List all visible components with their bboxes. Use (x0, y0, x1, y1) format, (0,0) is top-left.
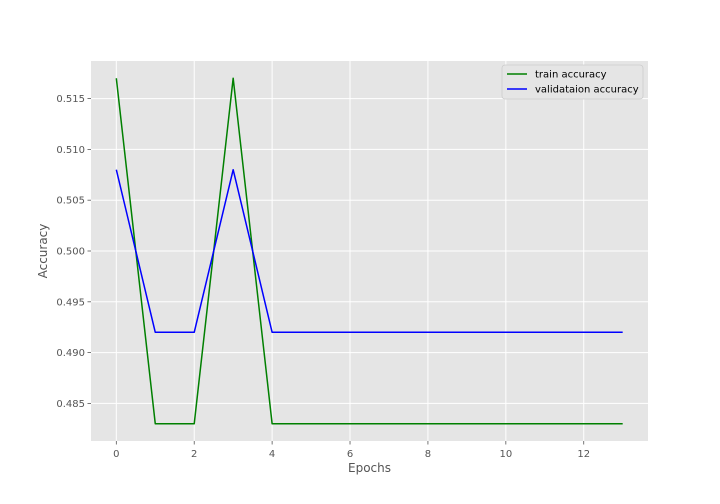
x-tick-label: 2 (191, 449, 197, 460)
x-tick-label: 8 (425, 449, 431, 460)
legend-box (501, 64, 644, 100)
y-tick-label: 0.500 (56, 247, 85, 258)
x-tick-label: 12 (577, 449, 590, 460)
y-tick-label: 0.505 (56, 196, 85, 207)
grid-lines (91, 61, 648, 441)
x-tick-label: 0 (113, 449, 119, 460)
y-tick-label: 0.510 (56, 145, 85, 156)
series-layer (115, 77, 623, 425)
y-tick-label: 0.490 (56, 348, 85, 359)
x-tick-label: 10 (499, 449, 512, 460)
y-tick-label: 0.495 (56, 297, 85, 308)
y-axis: 0.485 0.490 0.495 0.500 0.505 0.510 0.515 (56, 94, 91, 410)
x-axis-label: Epochs (348, 461, 391, 475)
legend-label-1: validataion accuracy (535, 85, 639, 96)
legend: train accuracy validataion accuracy (501, 64, 644, 100)
legend-label-0: train accuracy (535, 70, 607, 81)
y-axis-label: Accuracy (36, 224, 50, 279)
x-axis: 0 2 4 6 8 10 12 (113, 441, 590, 460)
series-line-1 (115, 168, 623, 334)
y-tick-label: 0.485 (56, 399, 85, 410)
y-tick-label: 0.515 (56, 94, 85, 105)
x-tick-label: 4 (269, 449, 275, 460)
x-tick-label: 6 (347, 449, 353, 460)
series-line-0 (115, 77, 623, 425)
